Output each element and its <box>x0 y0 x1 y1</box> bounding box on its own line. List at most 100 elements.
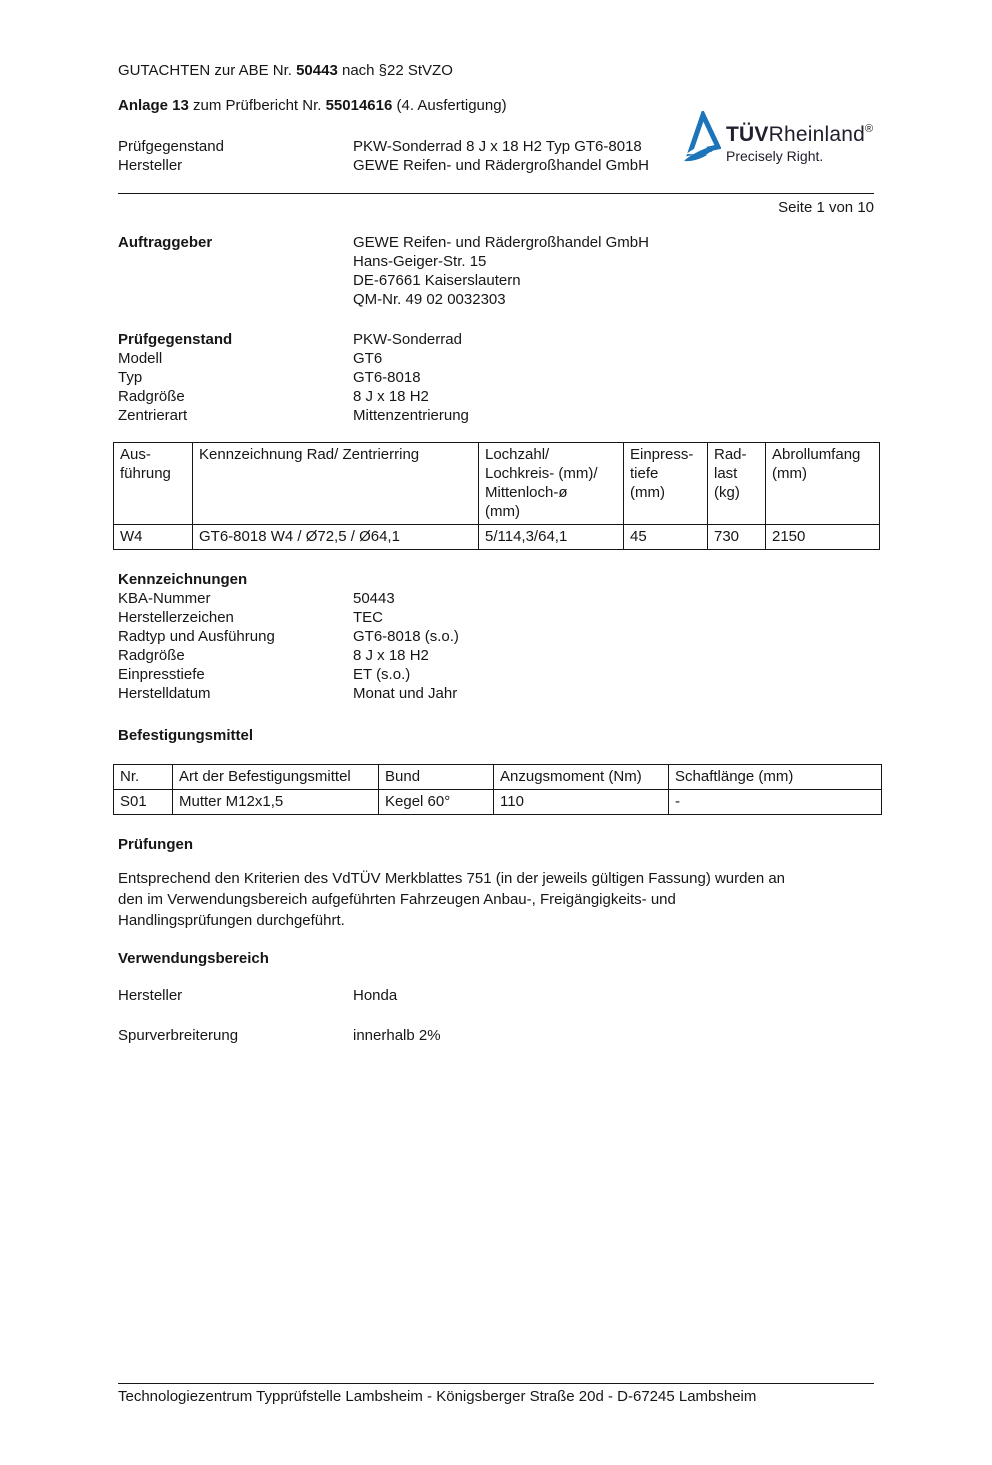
table-cell: Bund <box>378 764 494 790</box>
table-cell: Anzugsmoment (Nm) <box>493 764 669 790</box>
footer-address: Technologiezentrum Typprüfstelle Lambshe… <box>118 1383 874 1406</box>
logo-rheinland: Rheinland <box>768 123 865 146</box>
client-qm-number: QM-Nr. 49 02 0032303 <box>353 291 506 308</box>
model-label: Modell <box>118 350 163 367</box>
table-cell: 45 <box>623 524 708 550</box>
wheel-type-label: Radtyp und Ausführung <box>118 628 275 645</box>
document-title: GUTACHTEN zur ABE Nr. 50443 nach §22 StV… <box>118 61 874 80</box>
logo-tuv: TÜV <box>726 123 769 146</box>
registered-mark: ® <box>864 123 874 135</box>
table-cell: 5/114,3/64,1 <box>478 524 624 550</box>
model-row: Modell GT6 <box>118 349 874 368</box>
client-name: GEWE Reifen- und Rädergroßhandel GmbH <box>353 234 649 251</box>
offset-value: ET (s.o.) <box>353 666 411 683</box>
marking-wheel-size-value: 8 J x 18 H2 <box>353 647 429 664</box>
client-block: Auftraggeber GEWE Reifen- und Rädergroßh… <box>118 233 874 309</box>
title-text: GUTACHTEN zur ABE Nr. <box>118 62 297 79</box>
wheel-size-label: Radgröße <box>118 388 185 405</box>
production-date-label: Herstelldatum <box>118 685 211 702</box>
test-object-label: Prüfgegenstand <box>118 331 233 348</box>
test-object-value: PKW-Sonderrad <box>353 331 462 348</box>
maker-mark-label: Herstellerzeichen <box>118 609 234 626</box>
document-content: GUTACHTEN zur ABE Nr. 50443 nach §22 StV… <box>0 61 992 1045</box>
table-cell: Rad- last (kg) <box>707 442 766 525</box>
wheel-size-row: Radgröße 8 J x 18 H2 <box>118 387 874 406</box>
table-cell: - <box>668 789 882 815</box>
logo-tagline: Precisely Right. <box>726 148 824 164</box>
kba-number-row: KBA-Nummer 50443 <box>118 589 874 608</box>
annex-copy-note: (4. Ausfertigung) <box>392 97 507 114</box>
centering-value: Mittenzentrierung <box>353 407 469 424</box>
table-cell: Mutter M12x1,5 <box>172 789 379 815</box>
manufacturer-row: Hersteller GEWE Reifen- und Rädergroßhan… <box>118 156 874 175</box>
client-city: DE-67661 Kaiserslautern <box>353 272 521 289</box>
fastener-table: Nr. Art der Befestigungsmittel Bund Anzu… <box>113 764 882 815</box>
table-header-row: Nr. Art der Befestigungsmittel Bund Anzu… <box>113 764 882 790</box>
scope-manufacturer-label: Hersteller <box>118 987 183 1004</box>
test-object-row: Prüfgegenstand PKW-Sonderrad <box>118 330 874 349</box>
subject-label: Prüfgegenstand <box>118 138 224 155</box>
subject-block: Prüfgegenstand PKW-Sonderrad 8 J x 18 H2… <box>118 137 874 175</box>
table-cell: Nr. <box>113 764 173 790</box>
marking-wheel-size-row: Radgröße 8 J x 18 H2 <box>118 646 874 665</box>
table-header-row: Aus- führung Kennzeichnung Rad/ Zentrier… <box>113 442 880 525</box>
client-address: GEWE Reifen- und Rädergroßhandel GmbH Ha… <box>353 233 649 309</box>
annex-number: Anlage 13 <box>118 97 189 114</box>
track-widening-label: Spurverbreiterung <box>118 1027 239 1044</box>
table-cell: Kegel 60° <box>378 789 494 815</box>
production-date-value: Monat und Jahr <box>353 685 458 702</box>
table-cell: Lochzahl/ Lochkreis- (mm)/ Mittenloch-ø … <box>478 442 624 525</box>
logo-title: TÜVRheinland® <box>726 117 873 147</box>
annex-text: zum Prüfbericht Nr. <box>188 97 326 114</box>
tests-paragraph: Entsprechend den Kriterien des VdTÜV Mer… <box>118 870 786 929</box>
subject-row: Prüfgegenstand PKW-Sonderrad 8 J x 18 H2… <box>118 137 874 156</box>
header-divider <box>118 193 874 194</box>
markings-rows: KBA-Nummer 50443 Herstellerzeichen TEC R… <box>118 589 874 703</box>
client-street: Hans-Geiger-Str. 15 <box>353 253 487 270</box>
maker-mark-value: TEC <box>353 609 383 626</box>
table-cell: Aus- führung <box>113 442 193 525</box>
model-value: GT6 <box>353 350 383 367</box>
annex-line: Anlage 13 zum Prüfbericht Nr. 55014616 (… <box>118 96 874 115</box>
table-cell: Abrollumfang (mm) <box>765 442 880 525</box>
logo-wordmark: TÜVRheinland® Precisely Right. <box>726 111 873 167</box>
table-cell: Einpress- tiefe (mm) <box>623 442 708 525</box>
kba-number-label: KBA-Nummer <box>118 590 211 607</box>
table-row: S01 Mutter M12x1,5 Kegel 60° 110 - <box>113 789 882 815</box>
table-cell: 110 <box>493 789 669 815</box>
abe-number: 50443 <box>296 62 338 79</box>
tuv-rheinland-logo: TÜVRheinland® Precisely Right. <box>683 111 873 167</box>
offset-row: Einpresstiefe ET (s.o.) <box>118 665 874 684</box>
table-cell: 2150 <box>765 524 880 550</box>
manufacturer-value: GEWE Reifen- und Rädergroßhandel GmbH <box>353 157 649 174</box>
section-heading-scope: Verwendungsbereich <box>118 950 269 967</box>
tuv-triangle-icon <box>684 111 721 162</box>
wheel-type-value: GT6-8018 (s.o.) <box>353 628 459 645</box>
subject-value: PKW-Sonderrad 8 J x 18 H2 Typ GT6-8018 <box>353 138 642 155</box>
section-heading-tests: Prüfungen <box>118 836 193 853</box>
maker-mark-row: Herstellerzeichen TEC <box>118 608 874 627</box>
test-object-block: Prüfgegenstand PKW-Sonderrad Modell GT6 … <box>118 330 874 425</box>
table-cell: 730 <box>707 524 766 550</box>
table-cell: Art der Befestigungsmittel <box>172 764 379 790</box>
manufacturer-label: Hersteller <box>118 157 183 174</box>
title-text-suffix: nach §22 StVZO <box>337 62 453 79</box>
table-cell: GT6-8018 W4 / Ø72,5 / Ø64,1 <box>192 524 479 550</box>
report-number: 55014616 <box>325 97 393 114</box>
type-value: GT6-8018 <box>353 369 421 386</box>
kba-number-value: 50443 <box>353 590 395 607</box>
table-cell: S01 <box>113 789 173 815</box>
table-cell: W4 <box>113 524 193 550</box>
table-cell: Kennzeichnung Rad/ Zentrierring <box>192 442 479 525</box>
type-row: Typ GT6-8018 <box>118 368 874 387</box>
wheel-type-row: Radtyp und Ausführung GT6-8018 (s.o.) <box>118 627 874 646</box>
scope-manufacturer-value: Honda <box>353 987 398 1004</box>
page-number: Seite 1 von 10 <box>778 199 874 216</box>
production-date-row: Herstelldatum Monat und Jahr <box>118 684 874 703</box>
table-row: W4 GT6-8018 W4 / Ø72,5 / Ø64,1 5/114,3/6… <box>113 524 880 550</box>
type-label: Typ <box>118 369 143 386</box>
wheel-size-value: 8 J x 18 H2 <box>353 388 429 405</box>
table-cell: Schaftlänge (mm) <box>668 764 882 790</box>
section-heading-fasteners: Befestigungsmittel <box>118 727 254 744</box>
scope-manufacturer-row: Hersteller Honda <box>118 986 874 1005</box>
